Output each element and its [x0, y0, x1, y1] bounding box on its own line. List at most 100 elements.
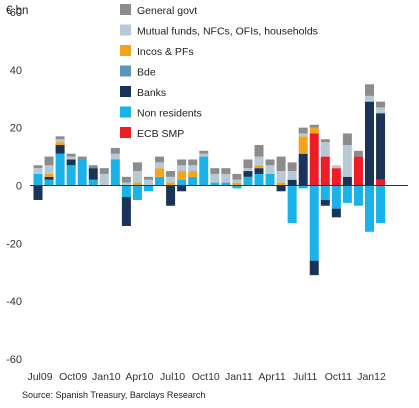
bar-segment: [309, 133, 319, 186]
legend-label: Non residents: [137, 108, 202, 120]
legend-label: General govt: [137, 5, 197, 17]
bar-segment: [353, 156, 363, 186]
bar-segment: [309, 185, 319, 261]
bar-segment: [210, 182, 220, 186]
bar-segment: [276, 182, 286, 186]
bar-segment: [365, 95, 374, 102]
legend-label: Bde: [137, 67, 156, 79]
bar-segment: [232, 179, 242, 183]
bar-segment: [66, 159, 76, 166]
bar-segment: [88, 179, 98, 186]
bar-segment: [99, 173, 109, 186]
bar-segment: [44, 179, 54, 186]
bar-segment: [177, 185, 187, 192]
bar-segment: [55, 145, 65, 154]
bar-segment: [276, 185, 286, 192]
bar-segment: [265, 165, 275, 174]
x-tick-label: Oct09: [59, 371, 87, 383]
bar-segment: [132, 185, 142, 200]
bar-segment: [44, 176, 54, 180]
bar-segment: [66, 165, 76, 186]
bar-segment: [177, 165, 187, 172]
legend-swatch: [120, 4, 131, 15]
bar-segment: [221, 168, 231, 174]
bar-segment: [309, 124, 319, 128]
bar-segment: [309, 127, 319, 134]
bar-segment: [33, 168, 43, 174]
x-axis: Jul09 Oct09 Jan10 Apr10 Jul10 Oct10 Jan11 Apr11…: [27, 185, 408, 383]
x-tick-label: Apr11: [258, 371, 285, 383]
y-tick-label: 0: [16, 181, 22, 193]
bar-segment: [298, 185, 308, 189]
bar-segment: [243, 168, 253, 172]
bar-segment: [320, 199, 330, 206]
legend-swatch: [120, 127, 131, 138]
bar-segment: [188, 176, 198, 186]
bar-segment: [232, 185, 242, 189]
bar-segment: [188, 171, 198, 177]
bar-segment: [221, 173, 231, 183]
bar-segment: [287, 179, 297, 186]
bar-segment: [376, 185, 386, 224]
legend: General govt Mutual funds, NFCs, OFIs, ho…: [120, 4, 318, 140]
bar-segment: [110, 147, 120, 154]
bar-segment: [243, 176, 253, 186]
bar-segment: [342, 176, 352, 186]
y-axis: -60 -40 -20 0 20 40 60: [6, 7, 22, 366]
bar-segment: [276, 156, 286, 172]
bar-segment: [55, 136, 65, 140]
bar-segment: [99, 168, 109, 174]
bar-segment: [110, 159, 120, 186]
bar-segment: [331, 168, 341, 186]
bar-segment: [365, 84, 374, 96]
bar-segment: [210, 173, 220, 183]
bar-segment: [331, 185, 341, 209]
legend-swatch: [120, 86, 131, 97]
bar-segment: [88, 168, 98, 180]
bar-segment: [331, 208, 341, 218]
bar-segment: [144, 179, 153, 186]
bar-segment: [155, 176, 165, 186]
x-tick-label: Jan10: [92, 371, 121, 383]
bar-segment: [254, 168, 264, 174]
legend-swatch: [120, 45, 131, 56]
bar-segment: [199, 150, 209, 154]
y-tick-label: 60: [10, 7, 22, 19]
bar-segment: [254, 156, 264, 166]
legend-label: Banks: [137, 87, 166, 99]
bar-segment: [155, 168, 165, 177]
bar-segment: [265, 159, 275, 166]
x-tick-label: Oct10: [192, 371, 220, 383]
y-tick-label: -60: [6, 354, 22, 366]
bar-segment: [210, 168, 220, 174]
bar-segment: [66, 156, 76, 160]
bar-segment: [44, 156, 54, 166]
bar-segment: [331, 165, 341, 169]
bar-segment: [77, 159, 87, 186]
bar-segment: [77, 156, 87, 160]
bar-segment: [166, 171, 176, 177]
bar-segment: [265, 173, 275, 186]
bar-segment: [287, 162, 297, 172]
bar-segment: [33, 173, 43, 186]
bar-segment: [353, 185, 363, 206]
source-note: Source: Spanish Treasury, Barclays Resea…: [22, 390, 205, 400]
bar-segment: [188, 159, 198, 166]
legend-label: ECB SMP: [137, 128, 184, 140]
bar-segment: [298, 136, 308, 154]
bar-segment: [254, 145, 264, 157]
bar-segment: [155, 162, 165, 169]
y-tick-label: -40: [6, 296, 22, 308]
bar-segment: [298, 153, 308, 186]
bars: [33, 84, 386, 276]
bar-segment: [166, 182, 176, 186]
bar-segment: [132, 182, 142, 186]
bar-segment: [55, 153, 65, 186]
bar-segment: [121, 176, 131, 183]
x-tick-label: Jul10: [160, 371, 185, 383]
bar-segment: [121, 182, 131, 186]
bar-segment: [44, 165, 54, 174]
bar-segment: [376, 113, 386, 180]
legend-label: Mutual funds, NFCs, OFIs, households: [137, 26, 318, 38]
